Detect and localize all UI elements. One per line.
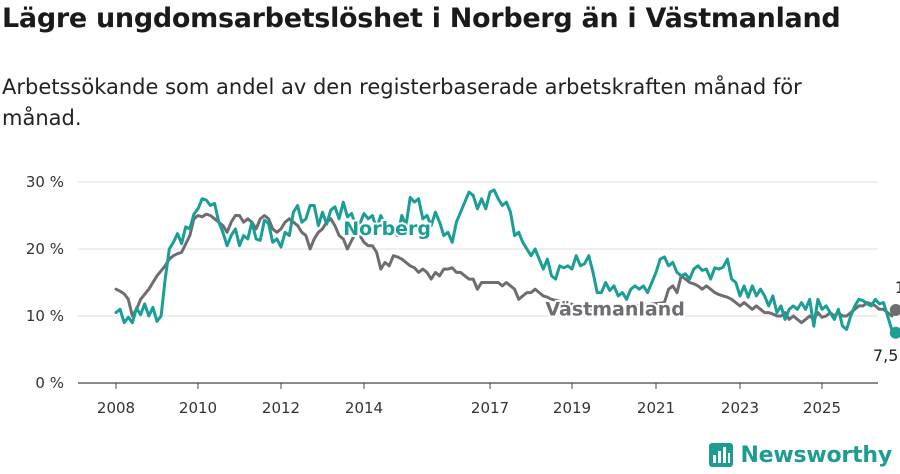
x-tick-label: 2021: [637, 399, 675, 417]
x-tick-label: 2010: [179, 399, 217, 417]
y-tick-label: 10 %: [26, 307, 64, 325]
series-lines: [114, 188, 900, 339]
x-tick-label: 2008: [97, 399, 135, 417]
series-labels: Norberg Västmanland 10,9 % 7,5 %: [341, 216, 900, 365]
y-axis-ticks: 0 % 10 % 20 % 30 %: [26, 173, 64, 392]
newsworthy-logo-icon: [709, 443, 734, 467]
gridlines: [78, 181, 878, 384]
x-tick-label: 2017: [471, 399, 509, 417]
vastmanland-end-point: [889, 303, 900, 316]
x-axis-ticks: 2008 2010 2012 2014 2017 2019 2021 2023 2025: [97, 383, 841, 417]
x-tick-label: 2019: [553, 399, 591, 417]
x-tick-label: 2023: [721, 399, 759, 417]
norberg-series-label: Norberg: [343, 218, 431, 240]
norberg-end-value: 7,5 %: [873, 346, 900, 365]
y-tick-label: 0 %: [35, 374, 64, 392]
norberg-end-point: [889, 326, 900, 339]
brand-logo[interactable]: Newsworthy: [708, 442, 892, 468]
brand-name: Newsworthy: [740, 442, 892, 468]
y-tick-label: 30 %: [26, 173, 64, 191]
norberg-line: [114, 188, 898, 335]
vastmanland-series-label: Västmanland: [545, 298, 685, 320]
vastmanland-end-value: 10,9 %: [895, 278, 900, 297]
x-tick-label: 2025: [803, 399, 841, 417]
y-tick-label: 20 %: [26, 240, 64, 258]
chart-title: Lägre ungdomsarbetslöshet i Norberg än i…: [2, 3, 841, 34]
x-tick-label: 2014: [345, 399, 383, 417]
chart-subtitle: Arbetssökande som andel av den registerb…: [2, 75, 802, 130]
x-tick-label: 2012: [262, 399, 300, 417]
